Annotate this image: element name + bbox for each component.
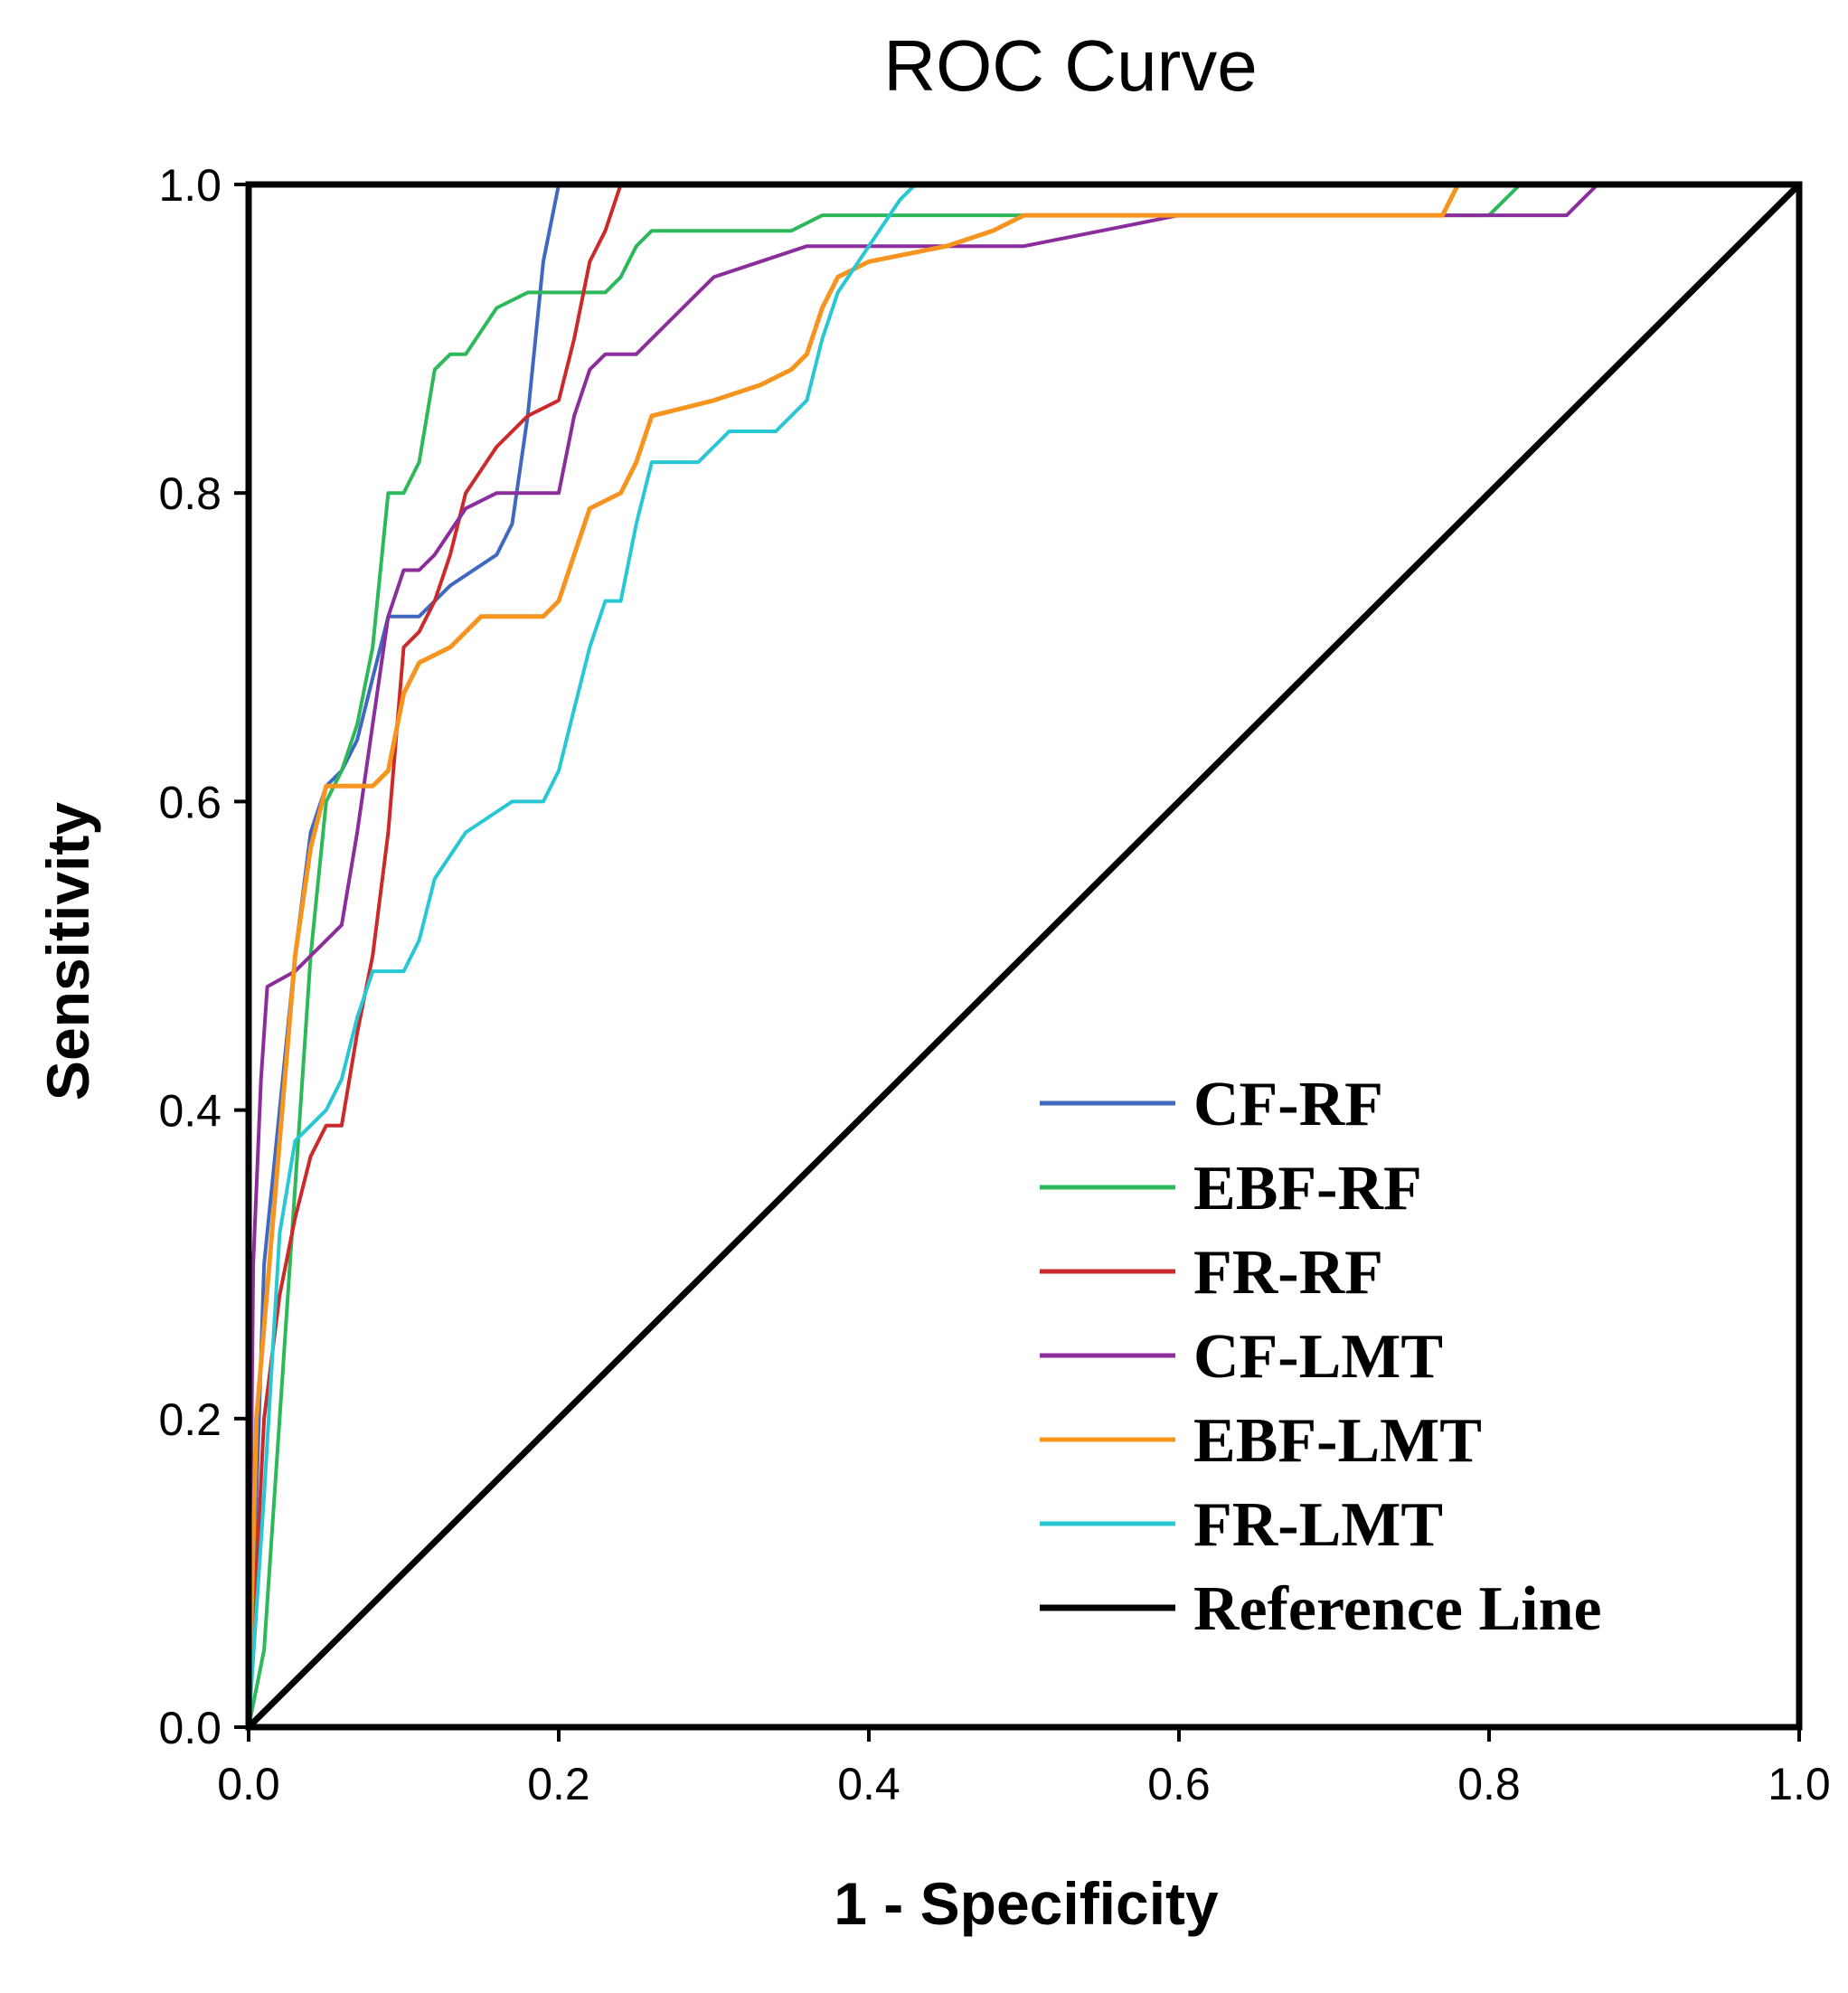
y-tick-label: 0.4 <box>158 1086 222 1137</box>
legend-label: Reference Line <box>1193 1574 1602 1644</box>
legend-label: CF-LMT <box>1193 1322 1443 1392</box>
legend-label: EBF-RF <box>1193 1154 1422 1223</box>
x-tick-label: 0.4 <box>837 1759 900 1809</box>
series-line-ebf-rf <box>247 183 1801 1729</box>
chart-title: ROC Curve <box>883 25 1257 106</box>
y-tick-label: 0.2 <box>158 1394 222 1445</box>
series-line-cf-lmt <box>247 183 1801 1729</box>
legend: CF-RF EBF-RF FR-RF CF-LMT EBF-LMT FR-LMT Refer… <box>1040 1070 1602 1644</box>
legend-label: EBF-LMT <box>1193 1406 1482 1476</box>
series-line-reference-line <box>245 181 1803 1731</box>
x-tick-label: 0.8 <box>1457 1759 1521 1809</box>
y-tick-label: 0.0 <box>158 1703 222 1753</box>
legend-label: FR-LMT <box>1193 1490 1443 1560</box>
series-layer <box>245 181 1803 1731</box>
ticks-layer: 0.0 0.2 0.4 0.6 0.8 1.0 0.0 0.2 0.4 0.6 0.8 1.0 <box>158 160 1830 1809</box>
x-tick-label: 0.2 <box>527 1759 590 1809</box>
x-tick-label: 0.0 <box>217 1759 280 1809</box>
plot-frame <box>245 181 1803 1731</box>
legend-label: CF-RF <box>1193 1070 1383 1139</box>
series-line-fr-lmt <box>247 183 1801 1729</box>
y-tick-label: 0.8 <box>158 468 222 519</box>
y-tick-label: 0.6 <box>158 777 222 827</box>
x-tick-label: 1.0 <box>1768 1759 1831 1809</box>
y-axis-label: Sensitivity <box>34 802 101 1100</box>
x-tick-label: 0.6 <box>1147 1759 1211 1809</box>
y-tick-label: 1.0 <box>158 160 222 211</box>
x-axis-label: 1 - Specificity <box>834 1870 1219 1937</box>
series-line-fr-rf <box>247 183 1801 1729</box>
series-line-ebf-lmt <box>246 182 1802 1730</box>
legend-label: FR-RF <box>1193 1238 1383 1308</box>
